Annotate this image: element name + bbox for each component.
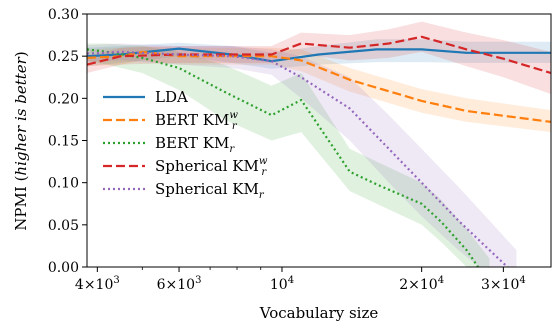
y-tick-label: 0.05 xyxy=(48,218,79,234)
legend-label-2: BERT KMr xyxy=(155,134,235,155)
y-tick-label: 0.25 xyxy=(48,49,79,65)
legend-label-1: BERT KMw r xyxy=(155,110,238,132)
y-axis-label: NPMI (higher is better) xyxy=(12,51,30,230)
legend-label-4: Spherical KMr xyxy=(155,180,265,201)
y-tick-label: 0.10 xyxy=(48,176,79,192)
y-axis: 0.00 0.05 0.10 0.15 0.20 0.25 0.30 xyxy=(48,7,87,276)
y-tick-label: 0.15 xyxy=(48,134,79,150)
x-axis: 4×103 6×103 104 2×104 3×104 xyxy=(75,267,526,293)
y-tick-label: 0.00 xyxy=(48,260,79,276)
series-lines xyxy=(87,35,551,267)
y-tick-label: 0.30 xyxy=(48,7,79,23)
x-tick-label: 104 xyxy=(270,275,294,293)
line-series-3 xyxy=(87,35,551,75)
band-series-2 xyxy=(87,43,490,267)
line-series-1 xyxy=(87,50,551,123)
x-tick-label: 4×103 xyxy=(75,275,120,293)
line-series-2 xyxy=(87,48,480,267)
legend-label-3: Spherical KMw r xyxy=(155,156,268,178)
legend-label-0: LDA xyxy=(155,88,188,106)
confidence-bands xyxy=(87,21,551,267)
x-axis-label: Vocabulary size xyxy=(259,304,379,322)
band-series-1 xyxy=(87,46,551,133)
band-series-4 xyxy=(87,43,517,267)
y-tick-label: 0.20 xyxy=(48,91,79,107)
x-tick-label: 6×103 xyxy=(157,275,202,293)
x-tick-label: 2×104 xyxy=(399,275,444,293)
x-tick-label: 3×104 xyxy=(481,275,526,293)
